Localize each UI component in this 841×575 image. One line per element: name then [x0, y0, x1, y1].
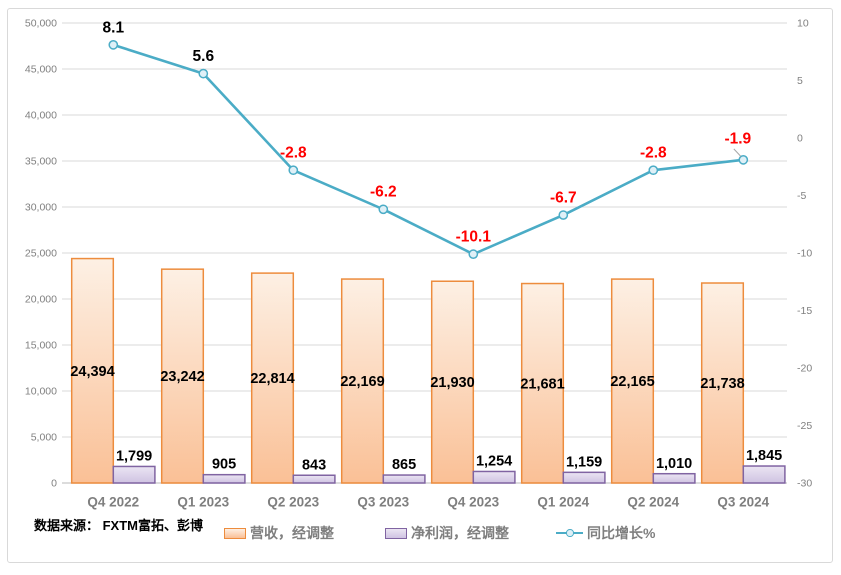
- legend-item-net-profit: 净利润，经调整: [385, 523, 509, 543]
- svg-text:24,394: 24,394: [70, 364, 114, 380]
- svg-text:-25: -25: [797, 420, 812, 432]
- svg-text:1,845: 1,845: [746, 448, 782, 464]
- svg-text:-20: -20: [797, 363, 812, 375]
- svg-text:1,159: 1,159: [566, 454, 602, 470]
- svg-text:Q2 2023: Q2 2023: [267, 495, 319, 510]
- svg-text:22,169: 22,169: [340, 374, 384, 390]
- svg-text:22,814: 22,814: [250, 371, 294, 387]
- svg-text:865: 865: [392, 457, 416, 473]
- svg-text:-1.9: -1.9: [724, 130, 751, 147]
- svg-text:23,242: 23,242: [160, 369, 204, 385]
- svg-text:905: 905: [212, 457, 236, 473]
- svg-text:-5: -5: [797, 190, 806, 202]
- legend-item-yoy-growth: 同比增长%: [556, 523, 655, 543]
- svg-text:8.1: 8.1: [103, 19, 125, 36]
- revenue-bar-swatch-icon: [224, 527, 246, 539]
- svg-text:40,000: 40,000: [25, 110, 57, 122]
- legend-label-net-profit: 净利润，经调整: [411, 525, 509, 541]
- svg-text:21,930: 21,930: [430, 375, 474, 391]
- svg-text:-15: -15: [797, 305, 812, 317]
- svg-text:-10: -10: [797, 248, 812, 260]
- legend-label-revenue: 营收，经调整: [250, 525, 334, 541]
- svg-text:Q4 2022: Q4 2022: [87, 495, 139, 510]
- svg-text:25,000: 25,000: [25, 248, 57, 260]
- svg-text:1,010: 1,010: [656, 456, 692, 472]
- svg-text:Q2 2024: Q2 2024: [627, 495, 679, 510]
- svg-text:843: 843: [302, 457, 326, 473]
- svg-text:45,000: 45,000: [25, 64, 57, 76]
- yoy-line-swatch-icon: [556, 529, 583, 538]
- svg-text:0: 0: [51, 478, 57, 490]
- svg-text:35,000: 35,000: [25, 156, 57, 168]
- svg-text:50,000: 50,000: [25, 18, 57, 30]
- svg-text:Q3 2024: Q3 2024: [717, 495, 769, 510]
- svg-text:-2.8: -2.8: [640, 145, 667, 162]
- legend-item-revenue: 营收，经调整: [224, 523, 334, 543]
- svg-text:20,000: 20,000: [25, 294, 57, 306]
- svg-text:Q4 2023: Q4 2023: [447, 495, 499, 510]
- svg-text:5: 5: [797, 75, 803, 87]
- svg-text:5,000: 5,000: [31, 432, 57, 444]
- svg-text:10,000: 10,000: [25, 386, 57, 398]
- svg-text:1,254: 1,254: [476, 454, 512, 470]
- net-profit-bar-swatch-icon: [385, 527, 407, 539]
- svg-text:21,681: 21,681: [520, 376, 564, 392]
- svg-text:-6.2: -6.2: [370, 184, 397, 201]
- svg-text:Q1 2023: Q1 2023: [177, 495, 229, 510]
- svg-text:5.6: 5.6: [193, 48, 215, 65]
- svg-text:-6.7: -6.7: [550, 189, 577, 206]
- svg-text:-30: -30: [797, 478, 812, 490]
- svg-text:-10.1: -10.1: [456, 229, 492, 246]
- svg-text:-2.8: -2.8: [280, 145, 307, 162]
- svg-text:Q1 2024: Q1 2024: [537, 495, 589, 510]
- svg-text:22,165: 22,165: [610, 374, 654, 390]
- svg-text:0: 0: [797, 133, 803, 145]
- svg-text:15,000: 15,000: [25, 340, 57, 352]
- svg-text:30,000: 30,000: [25, 202, 57, 214]
- source-note: 数据来源： FXTM富拓、彭博: [34, 518, 203, 533]
- svg-text:21,738: 21,738: [700, 376, 744, 392]
- svg-text:1,799: 1,799: [116, 449, 152, 465]
- legend-label-yoy-growth: 同比增长%: [587, 525, 656, 541]
- svg-text:Q3 2023: Q3 2023: [357, 495, 409, 510]
- svg-text:10: 10: [797, 18, 809, 30]
